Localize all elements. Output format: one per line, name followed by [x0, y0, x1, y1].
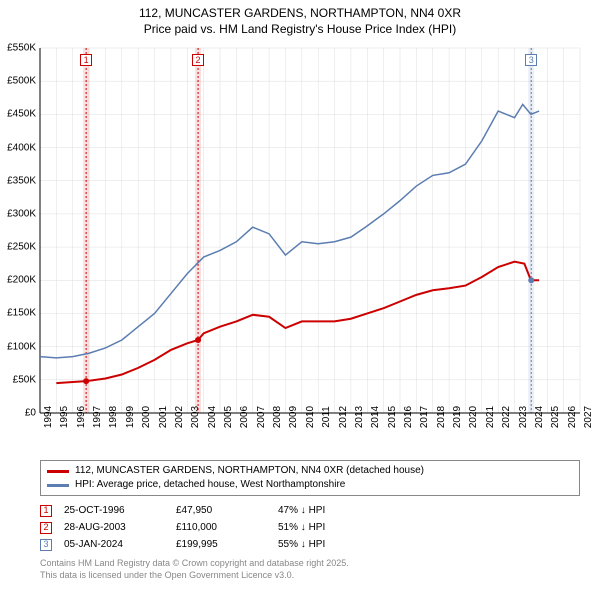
sale-delta: 47% ↓ HPI	[278, 502, 325, 519]
y-tick-label: £0	[25, 408, 36, 419]
y-tick-label: £550K	[7, 43, 36, 54]
x-tick-label: 1998	[108, 406, 119, 428]
chart-container: 112, MUNCASTER GARDENS, NORTHAMPTON, NN4…	[0, 0, 600, 590]
legend-label: HPI: Average price, detached house, West…	[75, 478, 345, 492]
y-tick-label: £500K	[7, 76, 36, 87]
y-tick-label: £350K	[7, 175, 36, 186]
x-axis: 1994199519961997199819992000200120022003…	[40, 415, 580, 455]
footer-line-1: Contains HM Land Registry data © Crown c…	[40, 558, 349, 570]
sale-date: 05-JAN-2024	[64, 536, 164, 553]
y-tick-label: £450K	[7, 109, 36, 120]
x-tick-label: 1994	[43, 406, 54, 428]
x-tick-label: 1999	[125, 406, 136, 428]
legend: 112, MUNCASTER GARDENS, NORTHAMPTON, NN4…	[40, 460, 580, 496]
event-marker-1: 1	[80, 54, 92, 66]
sale-date: 25-OCT-1996	[64, 502, 164, 519]
x-tick-label: 2016	[403, 406, 414, 428]
x-tick-label: 2014	[370, 406, 381, 428]
x-tick-label: 2004	[207, 406, 218, 428]
x-tick-label: 2013	[354, 406, 365, 428]
sale-marker: 2	[40, 522, 52, 534]
sale-marker: 3	[40, 539, 52, 551]
x-tick-label: 2006	[239, 406, 250, 428]
legend-swatch	[47, 470, 69, 473]
x-tick-label: 1995	[59, 406, 70, 428]
sale-row: 1 25-OCT-1996 £47,950 47% ↓ HPI	[40, 502, 580, 519]
x-tick-label: 2008	[272, 406, 283, 428]
sale-row: 2 28-AUG-2003 £110,000 51% ↓ HPI	[40, 519, 580, 536]
y-tick-label: £100K	[7, 341, 36, 352]
x-tick-label: 2011	[321, 406, 332, 428]
footer: Contains HM Land Registry data © Crown c…	[40, 558, 349, 581]
sale-delta: 51% ↓ HPI	[278, 519, 325, 536]
x-tick-label: 2003	[190, 406, 201, 428]
y-tick-label: £50K	[13, 374, 36, 385]
event-marker-2: 2	[192, 54, 204, 66]
x-tick-label: 2026	[567, 406, 578, 428]
x-tick-label: 2000	[141, 406, 152, 428]
y-tick-label: £250K	[7, 242, 36, 253]
chart-svg	[40, 48, 580, 413]
legend-item: 112, MUNCASTER GARDENS, NORTHAMPTON, NN4…	[47, 464, 573, 478]
sale-marker: 1	[40, 505, 52, 517]
x-tick-label: 2021	[485, 406, 496, 428]
x-tick-label: 1997	[92, 406, 103, 428]
x-tick-label: 2001	[158, 406, 169, 428]
x-tick-label: 2022	[501, 406, 512, 428]
x-tick-label: 1996	[76, 406, 87, 428]
y-axis: £0£50K£100K£150K£200K£250K£300K£350K£400…	[0, 48, 38, 413]
plot-area: 1 2 3	[40, 48, 580, 413]
x-tick-label: 2015	[387, 406, 398, 428]
x-tick-label: 2027	[583, 406, 594, 428]
x-tick-label: 2002	[174, 406, 185, 428]
x-tick-label: 2018	[436, 406, 447, 428]
x-tick-label: 2023	[518, 406, 529, 428]
legend-swatch	[47, 484, 69, 487]
legend-label: 112, MUNCASTER GARDENS, NORTHAMPTON, NN4…	[75, 464, 424, 478]
sale-price: £47,950	[176, 502, 266, 519]
sale-row: 3 05-JAN-2024 £199,995 55% ↓ HPI	[40, 536, 580, 553]
x-tick-label: 2007	[256, 406, 267, 428]
title-line-1: 112, MUNCASTER GARDENS, NORTHAMPTON, NN4…	[0, 6, 600, 22]
y-tick-label: £300K	[7, 208, 36, 219]
x-tick-label: 2019	[452, 406, 463, 428]
sales-table: 1 25-OCT-1996 £47,950 47% ↓ HPI 2 28-AUG-2003…	[40, 502, 580, 553]
y-tick-label: £400K	[7, 142, 36, 153]
x-tick-label: 2009	[288, 406, 299, 428]
x-tick-label: 2017	[419, 406, 430, 428]
sale-price: £199,995	[176, 536, 266, 553]
sale-date: 28-AUG-2003	[64, 519, 164, 536]
sale-delta: 55% ↓ HPI	[278, 536, 325, 553]
x-tick-label: 2020	[468, 406, 479, 428]
y-tick-label: £200K	[7, 275, 36, 286]
x-tick-label: 2025	[550, 406, 561, 428]
legend-item: HPI: Average price, detached house, West…	[47, 478, 573, 492]
x-tick-label: 2005	[223, 406, 234, 428]
x-tick-label: 2024	[534, 406, 545, 428]
y-tick-label: £150K	[7, 308, 36, 319]
x-tick-label: 2010	[305, 406, 316, 428]
chart-title: 112, MUNCASTER GARDENS, NORTHAMPTON, NN4…	[0, 0, 600, 37]
x-tick-label: 2012	[338, 406, 349, 428]
footer-line-2: This data is licensed under the Open Gov…	[40, 570, 349, 582]
event-marker-3: 3	[525, 54, 537, 66]
sale-price: £110,000	[176, 519, 266, 536]
title-line-2: Price paid vs. HM Land Registry's House …	[0, 22, 600, 38]
